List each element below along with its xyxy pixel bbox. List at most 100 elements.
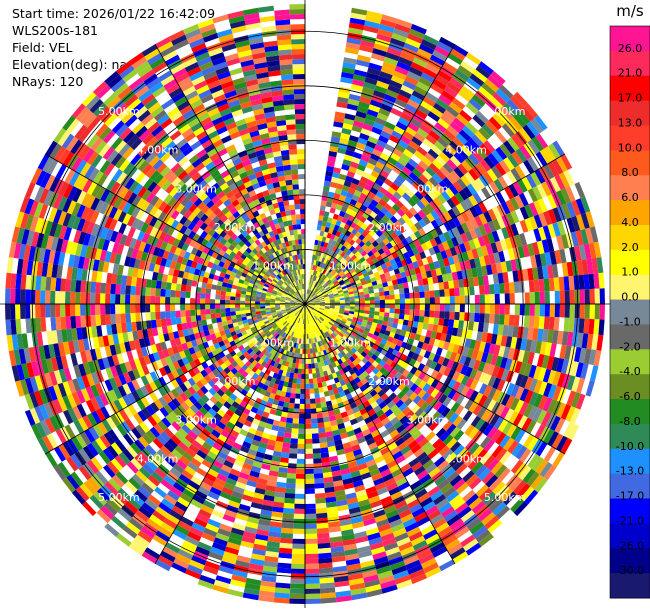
range-gate: [425, 166, 436, 177]
range-gate: [423, 67, 438, 79]
range-gate: [400, 84, 414, 95]
range-gate: [523, 363, 532, 377]
range-gate: [381, 355, 389, 363]
range-gate: [405, 126, 417, 137]
range-gate: [387, 186, 397, 196]
range-gate: [339, 81, 352, 89]
range-gate: [314, 478, 324, 484]
range-gate: [363, 290, 370, 295]
range-gate: [459, 243, 467, 253]
range-gate: [400, 259, 408, 267]
range-gate: [355, 185, 364, 193]
range-gate: [353, 257, 360, 264]
range-gate: [559, 304, 565, 318]
range-gate: [316, 283, 321, 289]
range-gate: [323, 242, 329, 248]
range-gate: [530, 340, 538, 353]
range-gate: [319, 298, 325, 301]
range-gate: [328, 274, 334, 280]
range-gate: [444, 409, 455, 421]
range-gate: [355, 268, 362, 274]
range-gate: [352, 235, 359, 242]
range-gate: [554, 290, 560, 304]
range-gate: [389, 331, 396, 338]
range-gate: [368, 174, 378, 183]
range-gate: [349, 135, 360, 143]
range-gate: [402, 80, 417, 91]
range-gate: [377, 283, 384, 289]
range-gate: [341, 71, 354, 79]
range-gate: [435, 155, 447, 167]
range-gate: [542, 196, 553, 211]
range-gate: [300, 388, 305, 394]
range-gate: [420, 328, 428, 337]
range-gate: [388, 112, 401, 122]
range-gate: [331, 286, 337, 291]
range-gate: [424, 297, 430, 304]
range-gate: [574, 182, 586, 199]
range-gate: [310, 413, 317, 419]
range-gate: [493, 416, 505, 430]
range-gate: [358, 234, 366, 241]
range-gate: [359, 192, 368, 201]
range-gate: [520, 106, 535, 122]
range-gate: [353, 173, 362, 181]
range-gate: [598, 319, 605, 336]
range-gate: [326, 279, 331, 284]
ppi-sector-field: [5, 4, 605, 604]
range-gate: [519, 145, 532, 160]
range-gate: [313, 309, 318, 313]
range-gate: [309, 304, 315, 307]
range-gate: [456, 394, 466, 405]
range-gate: [413, 386, 423, 396]
range-gate: [458, 407, 469, 419]
range-gate: [420, 39, 437, 51]
range-gate: [474, 418, 486, 431]
range-gate: [398, 288, 405, 295]
range-gate: [318, 295, 324, 299]
range-gate: [345, 338, 352, 345]
range-gate: [538, 278, 545, 292]
range-gate: [328, 238, 334, 245]
range-gate: [316, 412, 323, 419]
range-gate: [320, 268, 325, 274]
range-gate: [558, 172, 570, 189]
range-gate: [458, 189, 469, 201]
range-gate: [598, 272, 605, 289]
range-gate: [591, 257, 599, 274]
range-gate: [448, 280, 455, 289]
range-gate: [466, 268, 473, 279]
range-gate: [398, 254, 406, 262]
range-gate: [327, 280, 333, 286]
range-gate: [301, 368, 305, 374]
range-gate: [580, 228, 589, 245]
range-gate: [371, 360, 379, 368]
range-gate: [362, 272, 369, 278]
range-gate: [519, 292, 525, 304]
range-gate: [564, 247, 572, 263]
range-gate: [489, 313, 495, 324]
range-gate: [499, 143, 512, 158]
range-gate: [292, 418, 299, 424]
range-gate: [351, 248, 358, 255]
range-gate: [336, 183, 344, 190]
range-gate: [439, 374, 448, 384]
range-gate: [352, 287, 359, 292]
range-gate: [319, 300, 325, 303]
range-gate: [305, 583, 320, 589]
range-gate: [507, 456, 520, 471]
range-gate: [454, 262, 462, 272]
range-gate: [425, 240, 433, 250]
range-gate: [317, 266, 322, 272]
range-gate: [389, 342, 397, 350]
range-gate: [427, 190, 438, 201]
range-gate: [314, 392, 320, 399]
range-gate: [291, 428, 299, 434]
range-gate: [378, 198, 387, 207]
range-gate: [547, 370, 557, 385]
range-gate: [447, 256, 455, 266]
range-gate: [305, 294, 308, 300]
range-gate: [520, 338, 528, 351]
range-gate: [576, 260, 584, 276]
range-gate: [384, 299, 390, 304]
